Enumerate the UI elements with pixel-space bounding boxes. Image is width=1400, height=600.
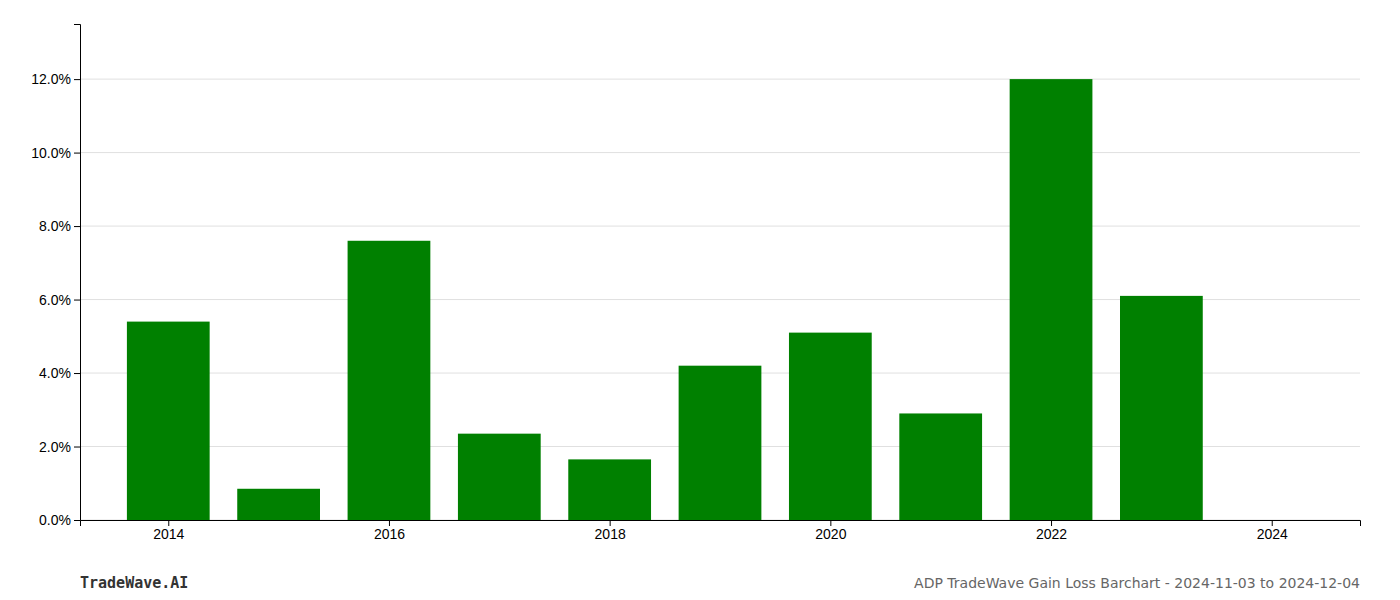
grid-line — [80, 152, 1360, 153]
bar — [568, 459, 651, 520]
y-tick-mark — [74, 520, 80, 521]
x-tick-label: 2018 — [595, 526, 626, 542]
x-tick-label: 2014 — [153, 526, 184, 542]
x-tick: 2018 — [595, 520, 626, 542]
bar — [679, 366, 762, 520]
y-tick-mark — [74, 153, 80, 154]
bar — [237, 489, 320, 520]
y-tick-label: 8.0% — [39, 218, 71, 234]
y-tick: 10.0% — [31, 145, 80, 161]
y-tick: 8.0% — [39, 218, 80, 234]
y-tick-mark — [74, 300, 80, 301]
y-tick-mark — [74, 447, 80, 448]
y-tick: 6.0% — [39, 292, 80, 308]
y-tick-mark — [74, 373, 80, 374]
plot: 2014 2016 2018 2020 2022 2024 0.0% 2.0% 4.0% 6.0%… — [31, 25, 1360, 542]
bar — [458, 434, 541, 520]
y-tick: 4.0% — [39, 365, 80, 381]
x-tick: 2022 — [1036, 520, 1067, 542]
y-tick: 2.0% — [39, 438, 80, 454]
grid-line — [80, 79, 1360, 80]
watermark: TradeWave.AI — [80, 574, 188, 592]
title: ADP TradeWave Gain Loss Barchart - 2024-… — [914, 575, 1360, 591]
grid-line — [80, 226, 1360, 227]
x-axis-line — [81, 521, 1361, 527]
y-tick-label: 2.0% — [39, 438, 71, 454]
x-tick: 2014 — [153, 520, 184, 542]
bar — [127, 322, 210, 520]
x-tick-label: 2016 — [374, 526, 405, 542]
y-tick-label: 0.0% — [39, 512, 71, 528]
bar — [1120, 296, 1203, 520]
x-tick-label: 2020 — [815, 526, 846, 542]
bars — [127, 79, 1203, 520]
y-tick: 0.0% — [39, 512, 80, 528]
x-tick-label: 2024 — [1257, 526, 1288, 542]
y-axis: 0.0% 2.0% 4.0% 6.0% 8.0% 10.0% 12.0% — [31, 25, 80, 528]
x-tick: 2020 — [815, 520, 846, 542]
y-tick-mark — [74, 79, 80, 80]
y-axis-line — [74, 25, 81, 521]
bar — [1010, 79, 1093, 520]
y-tick: 12.0% — [31, 71, 80, 87]
x-tick: 2024 — [1257, 520, 1288, 542]
y-tick-label: 4.0% — [39, 365, 71, 381]
y-tick-label: 10.0% — [31, 145, 71, 161]
y-tick-label: 12.0% — [31, 71, 71, 87]
grid — [80, 79, 1360, 520]
x-axis: 2014 2016 2018 2020 2022 2024 — [81, 520, 1361, 542]
bar — [789, 333, 872, 520]
y-tick-label: 6.0% — [39, 292, 71, 308]
x-tick: 2016 — [374, 520, 405, 542]
y-tick-mark — [74, 226, 80, 227]
bar — [348, 241, 431, 520]
bar — [899, 413, 982, 520]
x-tick-label: 2022 — [1036, 526, 1067, 542]
chart: 2014 2016 2018 2020 2022 2024 0.0% 2.0% 4.0% 6.0%… — [0, 0, 1400, 600]
